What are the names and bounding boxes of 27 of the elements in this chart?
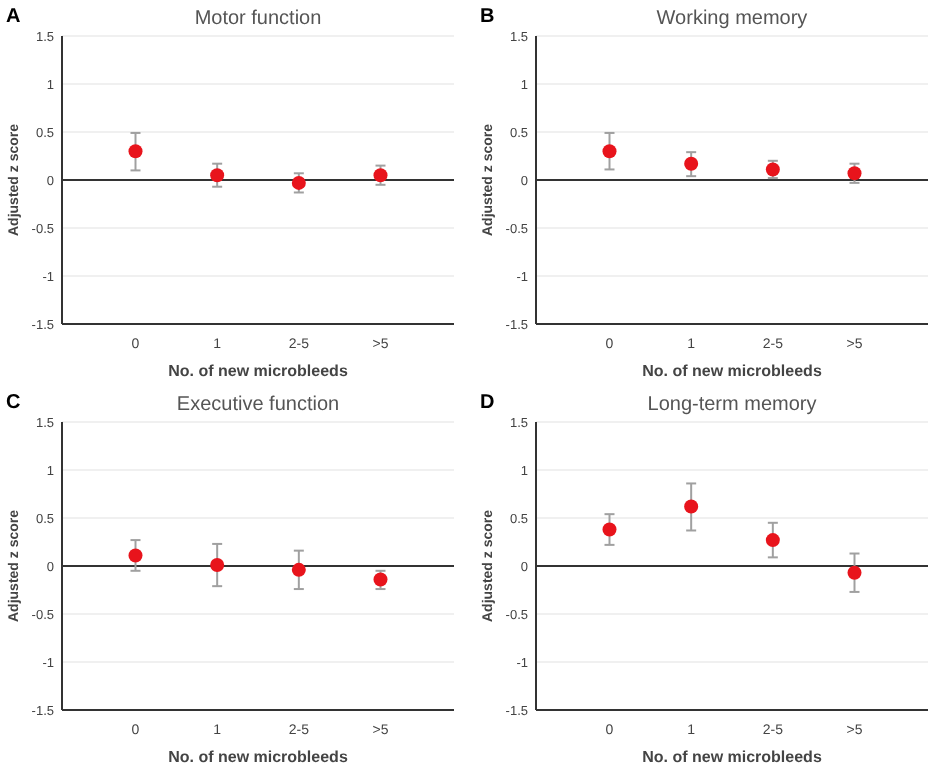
text: B <box>480 6 495 28</box>
x-axis-title: No. of new microbleeds <box>642 362 823 380</box>
point <box>602 522 617 537</box>
text: D <box>480 392 495 414</box>
point <box>210 558 225 573</box>
chart-title: Long-term memory <box>647 394 817 416</box>
point <box>847 565 862 580</box>
x-axis-title: No. of new microbleeds <box>168 362 349 380</box>
point <box>684 156 699 171</box>
point <box>765 533 780 548</box>
chart-title: Executive function <box>176 394 340 416</box>
chart-title: Working memory <box>656 8 808 30</box>
point <box>291 175 306 190</box>
point <box>373 572 388 587</box>
point <box>128 144 143 159</box>
point <box>210 168 225 183</box>
point <box>373 168 388 183</box>
chart-title: Motor function <box>194 8 322 30</box>
point <box>291 562 306 577</box>
x-axis-title: No. of new microbleeds <box>168 748 349 766</box>
point <box>684 499 699 514</box>
point <box>847 166 862 181</box>
point <box>602 144 617 159</box>
text: A <box>6 6 21 28</box>
text: C <box>6 392 21 414</box>
point <box>128 548 143 563</box>
x-axis-title: No. of new microbleeds <box>642 748 823 766</box>
